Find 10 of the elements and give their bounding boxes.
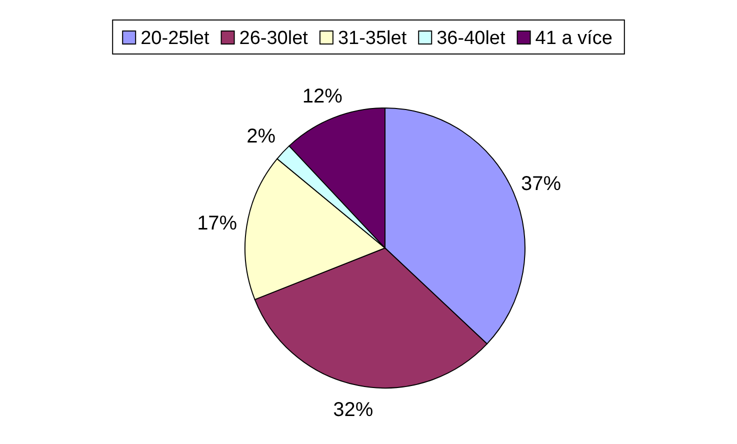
legend-label: 20-25let [140, 28, 210, 49]
legend-label: 41 a více [535, 28, 612, 49]
data-label: 2% [246, 126, 276, 148]
legend-label: 31-35let [338, 28, 408, 49]
legend-label: 36-40let [436, 28, 506, 49]
legend-label: 26-30let [239, 28, 309, 49]
data-label: 17% [197, 212, 238, 234]
data-label: 37% [521, 172, 562, 195]
data-label: 32% [333, 399, 374, 422]
data-label: 12% [302, 86, 343, 108]
